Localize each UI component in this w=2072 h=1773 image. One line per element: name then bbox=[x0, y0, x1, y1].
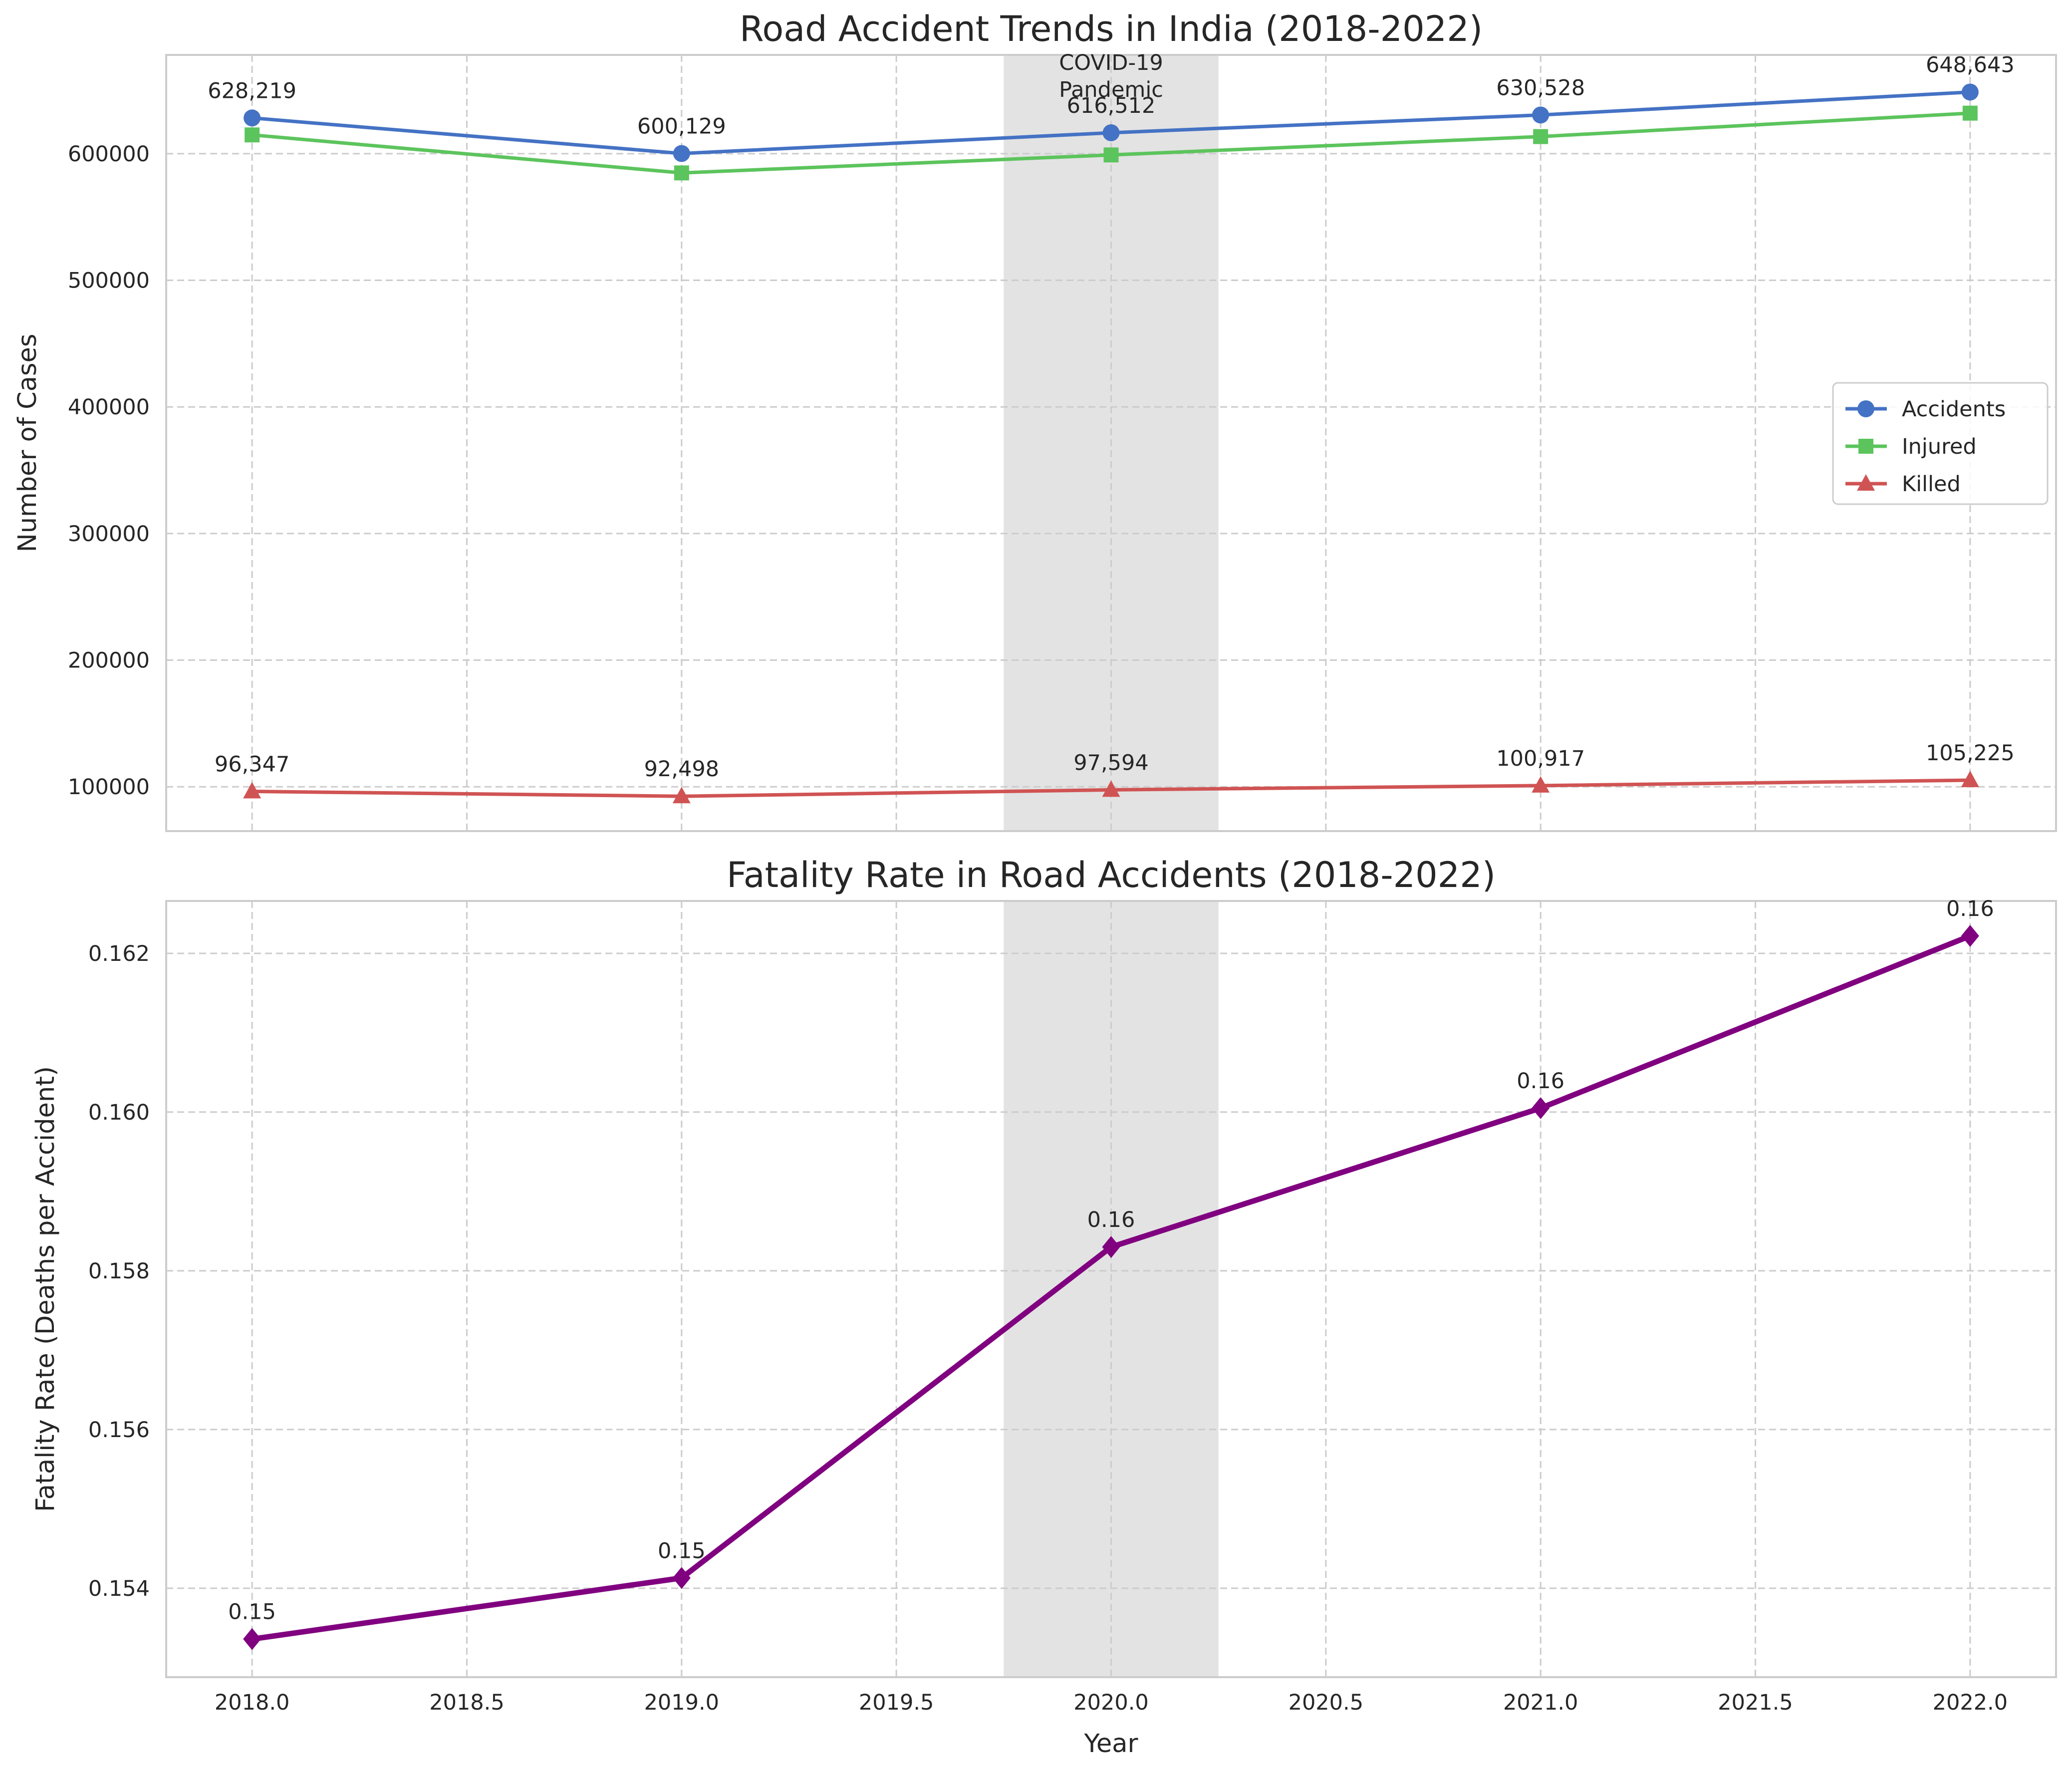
covid-region-label: COVID-19 Pandemic bbox=[1059, 50, 1163, 102]
x-tick-label: 2020.5 bbox=[1289, 1690, 1363, 1715]
y-tick-label: 400000 bbox=[68, 395, 150, 420]
data-label: 0.15 bbox=[658, 1538, 706, 1563]
data-point bbox=[245, 127, 260, 143]
data-point bbox=[1532, 776, 1550, 793]
y-tick-label: 0.158 bbox=[88, 1259, 150, 1284]
data-point bbox=[672, 1567, 691, 1589]
x-tick-label: 2019.5 bbox=[859, 1690, 934, 1715]
legend-marker bbox=[1857, 474, 1875, 491]
data-label: 96,347 bbox=[215, 752, 289, 777]
chart-title: Fatality Rate in Road Accidents (2018-20… bbox=[727, 855, 1496, 895]
data-label: 616,512 bbox=[1067, 93, 1156, 118]
data-label: 0.16 bbox=[1517, 1069, 1564, 1094]
data-point bbox=[1961, 924, 1979, 947]
data-label: 0.16 bbox=[1087, 1207, 1135, 1232]
data-point bbox=[1533, 129, 1549, 144]
legend-marker bbox=[1858, 439, 1873, 454]
data-point bbox=[1103, 147, 1119, 163]
data-point bbox=[1102, 780, 1120, 797]
y-axis-label: Fatality Rate (Deaths per Accident) bbox=[31, 1066, 60, 1512]
data-point bbox=[243, 1628, 261, 1650]
x-tick-label: 2022.0 bbox=[1933, 1690, 2008, 1715]
y-tick-label: 0.162 bbox=[88, 941, 150, 966]
data-point bbox=[1961, 770, 1979, 787]
covid-region-label-line: Pandemic bbox=[1059, 77, 1163, 102]
data-label: 648,643 bbox=[1926, 52, 2015, 77]
series-fatality-rate: 0.15 0.15 0.16 0.16 0.16 bbox=[228, 896, 1994, 1650]
chart-title: Road Accident Trends in India (2018-2022… bbox=[740, 8, 1483, 49]
x-tick-label: 2021.0 bbox=[1503, 1690, 1578, 1715]
data-point bbox=[674, 165, 689, 181]
legend-label: Killed bbox=[1902, 472, 1961, 497]
legend-marker bbox=[1857, 400, 1874, 417]
y-tick-label: 100000 bbox=[68, 775, 150, 800]
x-axis-label: Year bbox=[1084, 1729, 1138, 1759]
data-point bbox=[673, 145, 690, 162]
data-label: 0.15 bbox=[228, 1600, 276, 1625]
y-tick-label: 0.154 bbox=[88, 1576, 150, 1601]
y-tick-label: 200000 bbox=[68, 648, 150, 673]
y-tick-label: 0.160 bbox=[88, 1100, 150, 1125]
series-accidents: 628,219 600,129 616,512 630,528 648,643 bbox=[208, 52, 2015, 162]
legend: Accidents Injured Killed bbox=[1832, 382, 2049, 505]
x-tick-label: 2018.5 bbox=[429, 1690, 504, 1715]
y-tick-label: 500000 bbox=[68, 269, 150, 294]
legend-item-injured: Injured bbox=[1845, 434, 1977, 459]
data-label: 628,219 bbox=[208, 78, 296, 103]
data-point bbox=[1961, 83, 1979, 101]
data-point bbox=[243, 782, 261, 799]
x-tick-label: 2018.0 bbox=[215, 1690, 289, 1715]
data-label: 600,129 bbox=[637, 114, 726, 139]
series-killed: 96,347 92,498 97,594 100,917 105,225 bbox=[215, 741, 2015, 804]
data-label: 97,594 bbox=[1073, 750, 1148, 775]
data-label: 0.16 bbox=[1946, 896, 1994, 921]
data-point bbox=[1532, 106, 1550, 124]
legend-label: Injured bbox=[1902, 434, 1977, 459]
y-tick-label: 0.156 bbox=[88, 1418, 150, 1443]
x-tick-label: 2020.0 bbox=[1073, 1690, 1148, 1715]
data-label: 630,528 bbox=[1496, 75, 1585, 100]
x-tick-label: 2019.0 bbox=[644, 1690, 719, 1715]
plot-frame bbox=[165, 54, 2057, 832]
chart-panel-1: 100000 200000 300000 400000 500000 600000 Road… bbox=[13, 8, 2057, 832]
data-label: 105,225 bbox=[1926, 741, 2015, 766]
x-tick-label: 2021.5 bbox=[1718, 1690, 1793, 1715]
data-point bbox=[244, 109, 261, 127]
y-tick-label: 600000 bbox=[68, 142, 150, 167]
data-label: 100,917 bbox=[1496, 746, 1585, 771]
plot-frame bbox=[165, 900, 2057, 1678]
covid-region-label-line: COVID-19 bbox=[1059, 50, 1163, 75]
data-point bbox=[1532, 1097, 1550, 1119]
data-point bbox=[1962, 105, 1978, 121]
y-tick-label: 300000 bbox=[68, 522, 150, 547]
y-axis-label: Number of Cases bbox=[13, 334, 42, 553]
legend-label: Accidents bbox=[1902, 397, 2006, 422]
data-point bbox=[1102, 1236, 1120, 1258]
data-point bbox=[672, 787, 691, 804]
legend-box bbox=[1832, 382, 2049, 505]
series-injured bbox=[245, 105, 1978, 181]
data-label: 92,498 bbox=[644, 757, 719, 782]
chart-panel-2: 0.154 0.156 0.158 0.160 0.162 2018.0 2018.5 201… bbox=[31, 855, 2057, 1759]
legend-item-accidents: Accidents bbox=[1845, 397, 2006, 422]
legend-item-killed: Killed bbox=[1845, 472, 1961, 497]
data-point bbox=[1102, 124, 1120, 141]
